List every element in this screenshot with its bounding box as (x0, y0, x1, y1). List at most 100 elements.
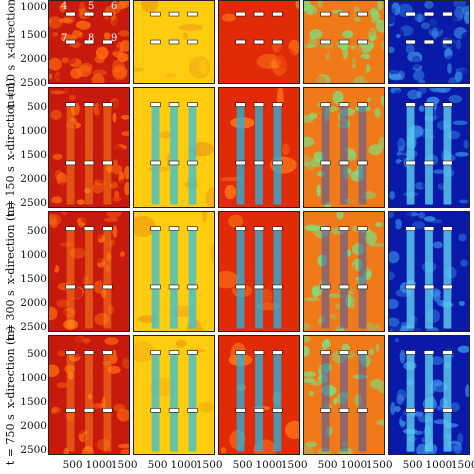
y-tick-label: 500 (26, 224, 47, 237)
turbine-marker (423, 408, 435, 413)
y-tick-label: 1500 (20, 148, 47, 161)
x-tick-label: 500 (232, 459, 253, 471)
turbine-marker (357, 408, 368, 413)
contour-field (49, 336, 129, 454)
turbine-marker (272, 160, 283, 166)
turbine-marker (102, 226, 113, 231)
y-axis-label: x-direction (m) (4, 201, 18, 285)
contour-field (219, 1, 299, 83)
y-tick-label: 500 (26, 100, 47, 113)
turbine-marker (423, 350, 435, 355)
x-tick-label: 1500 (450, 459, 474, 471)
wake-streak (66, 352, 75, 452)
turbine-marker (235, 102, 246, 107)
field-panel (133, 335, 215, 455)
turbine-marker (320, 284, 331, 290)
turbine-marker (150, 102, 161, 107)
field-panel (388, 211, 470, 332)
contour-field (134, 1, 214, 83)
turbine-marker (65, 39, 76, 45)
turbine-marker (235, 226, 246, 231)
field-panel (303, 211, 385, 332)
turbine-marker (150, 160, 161, 166)
turbine-marker (320, 102, 331, 107)
wake-streak (151, 104, 160, 205)
field-panel (48, 0, 130, 84)
turbine-number-label: 4 (61, 1, 68, 12)
turbine-marker (187, 226, 198, 231)
turbine-marker (338, 408, 350, 413)
turbine-marker (272, 408, 283, 413)
wake-streak (103, 352, 112, 452)
wake-streak (406, 352, 415, 452)
wake-streak (340, 104, 348, 205)
y-tick-label: 1000 (20, 248, 47, 261)
turbine-marker (83, 408, 95, 413)
field-panel (133, 211, 215, 332)
x-tick-label: 1000 (425, 459, 453, 471)
turbine-number-label: 9 (111, 33, 118, 44)
field-panel (48, 87, 130, 208)
field-panel (133, 0, 215, 84)
turbine-marker (65, 160, 76, 166)
turbine-marker (320, 11, 331, 17)
contour-field (304, 212, 384, 331)
turbine-marker (272, 284, 283, 290)
turbine-marker (272, 226, 283, 231)
y-tick-label: 1000 (20, 372, 47, 385)
turbine-marker (423, 102, 435, 107)
wake-streak (236, 228, 245, 329)
x-tick-label: 1000 (255, 459, 283, 471)
turbine-marker (253, 39, 265, 45)
turbine-marker (442, 350, 453, 355)
field-panel (303, 335, 385, 455)
turbine-number-label: 5 (88, 1, 95, 12)
turbine-marker (168, 350, 180, 355)
contour-field (134, 336, 214, 454)
turbine-marker (338, 350, 350, 355)
turbine-marker (338, 226, 350, 231)
turbine-marker (65, 408, 76, 413)
turbine-marker (357, 226, 368, 231)
turbine-marker (253, 102, 265, 107)
contour-field (389, 1, 469, 83)
turbine-marker (150, 408, 161, 413)
turbine-marker (338, 284, 350, 290)
turbine-marker (338, 160, 350, 166)
wake-streak (273, 228, 282, 329)
turbine-marker (405, 284, 416, 290)
turbine-marker (357, 102, 368, 107)
turbine-marker (187, 39, 198, 45)
x-tick-label: 1500 (280, 459, 308, 471)
turbine-marker (83, 226, 95, 231)
contour-field (304, 336, 384, 454)
contour-field (49, 88, 129, 207)
wake-streak (255, 104, 263, 205)
turbine-marker (442, 39, 453, 45)
turbine-marker (187, 160, 198, 166)
turbine-marker (320, 160, 331, 166)
turbine-marker (272, 350, 283, 355)
turbine-marker (235, 160, 246, 166)
turbine-marker (102, 350, 113, 355)
turbine-marker (272, 11, 283, 17)
field-panel (48, 335, 130, 455)
turbine-marker (338, 39, 350, 45)
turbine-marker (187, 11, 198, 17)
turbine-marker (102, 160, 113, 166)
wake-streak (425, 352, 433, 452)
turbine-marker (65, 350, 76, 355)
wake-streak (321, 228, 330, 329)
field-panel (218, 335, 300, 455)
field-panel (218, 211, 300, 332)
wake-streak (273, 104, 282, 205)
turbine-number-label: 6 (111, 1, 118, 12)
turbine-marker (83, 284, 95, 290)
x-tick-label: 1500 (365, 459, 393, 471)
turbine-marker (102, 11, 113, 17)
turbine-marker (253, 350, 265, 355)
turbine-marker (65, 284, 76, 290)
turbine-marker (102, 102, 113, 107)
turbine-marker (187, 102, 198, 107)
turbine-marker (253, 408, 265, 413)
